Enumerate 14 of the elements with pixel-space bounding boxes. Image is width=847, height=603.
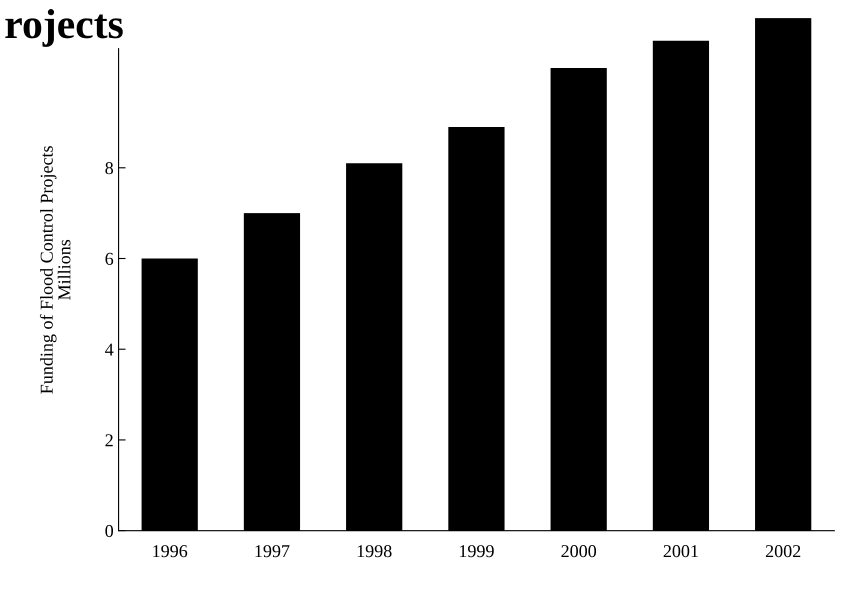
- y-tick-label: 2: [105, 434, 113, 446]
- x-tick-label: 2000: [561, 545, 596, 558]
- x-tick-label: 2001: [664, 545, 698, 558]
- y-tick-label: 0: [105, 524, 114, 538]
- x-tick-label: 1997: [255, 545, 290, 558]
- x-tick-label: 1999: [460, 545, 494, 558]
- y-tick-label: 8: [105, 162, 114, 174]
- x-tick-label: 2002: [766, 545, 800, 558]
- x-tick-label: 1998: [358, 545, 392, 558]
- y-axis-title: Funding of Flood Control Projects Millions: [40, 146, 70, 394]
- y-tick-label: 4: [105, 344, 114, 356]
- chart-title: rojects: [5, 9, 123, 47]
- x-tick-label: 1996: [153, 545, 188, 558]
- y-tick-label: 6: [105, 252, 114, 265]
